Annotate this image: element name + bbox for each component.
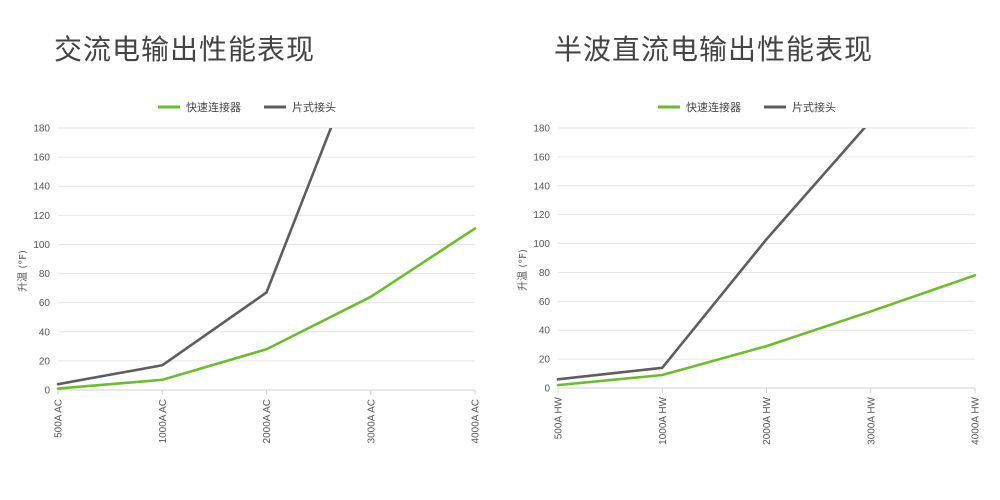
y-tick-label: 140 [533,181,550,192]
hw-chart-svg: 0 20 40 60 80 100 120 140 160 180 500A HW 1000A HW 2… [517,101,982,445]
y-tick-label: 120 [533,210,550,221]
x-tick-label: 500A HW [554,396,565,439]
y-tick-label: 60 [539,297,551,308]
series-line-blade-connector [56,128,333,386]
x-tick-label: 3000A HW [866,396,877,444]
y-tick-label: 60 [39,298,51,309]
y-tick-label: 80 [539,268,551,279]
ac-chart-panel: 交流电输出性能表现 0 20 40 60 80 100 120 140 160 180 500A A… [17,33,482,443]
y-tick-label: 100 [533,239,550,250]
series-line-fast-connector [56,227,477,390]
legend-label: 片式接头 [792,101,836,114]
y-tick-label: 180 [533,124,550,135]
ac-chart-svg: 0 20 40 60 80 100 120 140 160 180 500A AC 1000A AC 2… [17,101,482,443]
chart-title: 交流电输出性能表现 [54,33,316,66]
y-axis-label: 升温 (°F) [517,249,529,291]
legend-label: 片式接头 [292,101,336,114]
chart-title: 半波直流电输出性能表现 [554,33,874,66]
hw-chart-panel: 半波直流电输出性能表现 0 20 40 60 80 100 120 140 160 180 500A… [500,0,1000,500]
y-tick-label: 160 [33,153,50,164]
x-tick-label: 1000A AC [158,399,169,443]
x-tick-label: 4000A HW [971,396,982,444]
y-tick-label: 100 [33,240,50,251]
x-tick-label: 2000A AC [262,399,273,443]
y-tick-label: 160 [533,152,550,163]
y-tick-label: 20 [539,355,551,366]
legend-label: 快速连接器 [686,101,741,114]
y-tick-label: 80 [39,269,51,280]
y-tick-label: 140 [33,182,50,193]
x-tick-label: 2000A HW [762,396,773,444]
y-tick-label: 0 [44,386,50,397]
legend-label: 快速连接器 [186,101,241,114]
x-tick-label: 500A AC [54,399,65,438]
y-tick-label: 40 [539,326,551,337]
series-line-blade-connector [556,128,867,381]
y-tick-label: 0 [544,384,550,395]
y-tick-label: 20 [39,356,51,367]
y-axis-label: 升温 (°F) [17,250,29,292]
x-tick-label: 4000A AC [471,399,482,443]
series-line-fast-connector [556,274,977,387]
y-tick-label: 120 [33,211,50,222]
x-tick-label: 3000A AC [366,399,377,443]
y-tick-label: 40 [39,327,51,338]
y-tick-label: 180 [33,124,50,135]
x-tick-label: 1000A HW [658,396,669,444]
